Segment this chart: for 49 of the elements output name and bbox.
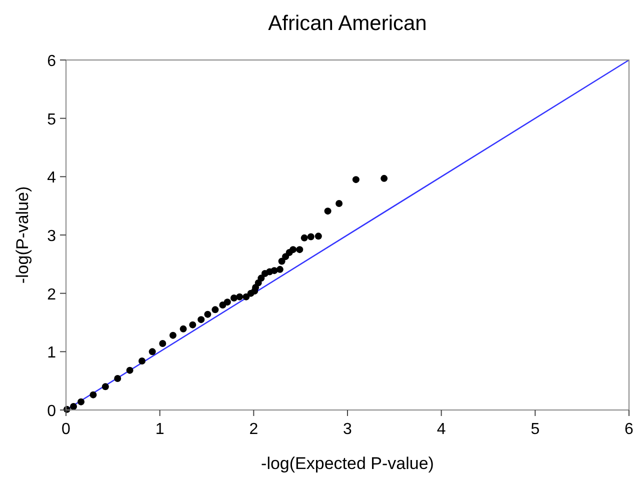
- x-tick-label: 0: [62, 421, 71, 438]
- y-tick-label: 3: [47, 228, 56, 245]
- point: [296, 246, 304, 254]
- x-tick-label: 3: [343, 421, 352, 438]
- point: [236, 293, 244, 300]
- point: [352, 176, 360, 184]
- point: [219, 302, 226, 308]
- point: [314, 232, 322, 240]
- y-axis-title: -log(P-value): [13, 186, 32, 284]
- point: [159, 340, 166, 347]
- y-tick-label: 1: [47, 344, 56, 362]
- point: [198, 316, 205, 324]
- y-tick-label: 5: [47, 111, 56, 128]
- point: [242, 293, 250, 300]
- point: [189, 321, 196, 328]
- point: [307, 233, 314, 240]
- point: [148, 348, 156, 356]
- point: [126, 366, 134, 374]
- x-tick-label: 1: [155, 421, 164, 438]
- point: [180, 325, 187, 332]
- x-tick-label: 4: [436, 421, 446, 438]
- point: [324, 208, 332, 215]
- x-axis-title: -log(Expected P-value): [261, 454, 434, 473]
- point: [276, 266, 284, 273]
- point: [380, 174, 388, 182]
- point: [102, 383, 109, 390]
- point: [138, 358, 146, 364]
- point: [114, 375, 122, 382]
- point: [230, 294, 238, 302]
- point: [258, 274, 265, 282]
- point: [336, 200, 343, 207]
- point: [278, 258, 286, 265]
- y-tick-label: 0: [47, 403, 56, 420]
- point: [90, 391, 97, 398]
- x-tick-label: 2: [249, 421, 258, 438]
- point: [224, 298, 231, 306]
- y-tick-label: 2: [47, 286, 56, 304]
- point: [290, 246, 297, 254]
- point: [169, 332, 176, 339]
- y-tick-label: 4: [47, 170, 56, 187]
- point: [70, 403, 78, 410]
- point: [300, 234, 308, 242]
- point: [204, 310, 212, 318]
- y-tick-label: 6: [47, 53, 56, 70]
- x-tick-label: 5: [530, 421, 540, 438]
- x-tick-label: 6: [624, 421, 634, 438]
- point: [212, 306, 219, 314]
- chart-title: African American: [268, 12, 427, 35]
- point: [78, 398, 85, 406]
